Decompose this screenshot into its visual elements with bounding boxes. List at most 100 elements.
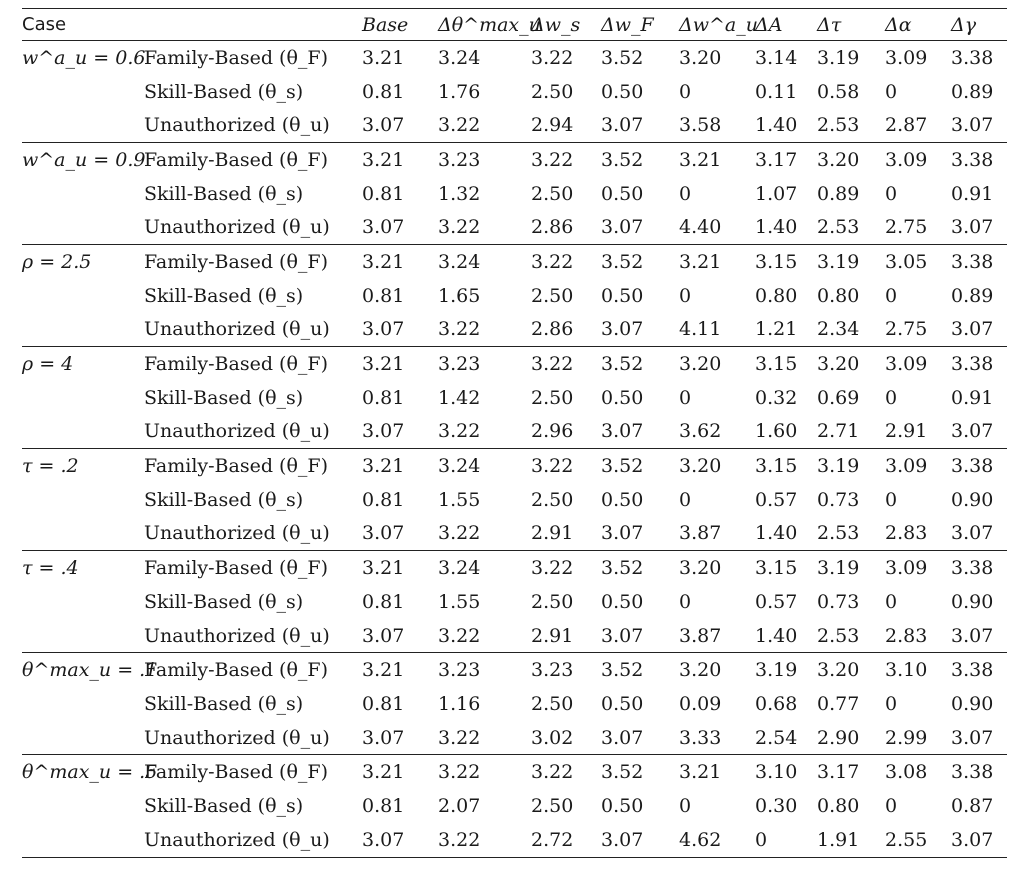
value-cell: 4.62 [679,828,722,851]
value-cell: 3.15 [755,557,798,580]
worker-type: Unauthorized (θ_u) [144,420,330,443]
table-row: θ^max_u = .1 Family-Based (θ_F) 3.21 3.23 3.… [22,653,1007,687]
value-cell: 2.71 [817,420,860,443]
value-cell: 3.22 [438,761,481,784]
value-cell: 3.22 [438,420,481,443]
table-row: Skill-Based (θ_s) 0.81 2.07 2.50 0.50 0 0.30 0.… [22,789,1007,823]
value-cell: 1.55 [438,590,481,613]
value-cell: 3.08 [885,761,928,784]
value-cell: 0.81 [362,488,405,511]
case-group: w^a_u = 0.9 Family-Based (θ_F) 3.21 3.23 3.2… [22,143,1007,245]
value-cell: 3.24 [438,46,481,69]
results-table-page: Case Base Δθ^max_u Δw_s Δw_F Δw^a_u ΔA Δτ Δα Δγ w… [22,8,1007,858]
value-cell: 0.73 [817,590,860,613]
value-cell: 0.80 [755,284,798,307]
case-label [22,279,144,313]
case-label [22,585,144,619]
value-cell: 3.52 [601,148,644,171]
worker-type: Family-Based (θ_F) [144,148,328,171]
table-row: Unauthorized (θ_u) 3.07 3.22 2.91 3.07 3.87 1.… [22,517,1007,551]
value-cell: 3.07 [362,624,405,647]
value-cell: 3.07 [601,216,644,239]
value-cell: 0 [679,590,692,613]
case-label: τ = .4 [22,557,79,580]
value-cell: 3.07 [362,114,405,137]
value-cell: 3.22 [438,624,481,647]
value-cell: 2.53 [817,114,860,137]
worker-type: Family-Based (θ_F) [144,46,328,69]
value-cell: 1.55 [438,488,481,511]
value-cell: 3.22 [531,148,574,171]
value-cell: 0 [885,794,898,817]
case-group: ρ = 2.5 Family-Based (θ_F) 3.21 3.24 3.22 3.5… [22,245,1007,347]
value-cell: 3.23 [438,353,481,376]
value-cell: 2.83 [885,522,928,545]
table-row: Unauthorized (θ_u) 3.07 3.22 2.86 3.07 4.11 1.… [22,313,1007,347]
case-label: w^a_u = 0.9 [22,148,146,171]
table-row: Skill-Based (θ_s) 0.81 1.16 2.50 0.50 0.09 0.6… [22,687,1007,721]
value-cell: 3.22 [438,726,481,749]
header-worker-type [144,9,362,41]
case-label [22,177,144,211]
table-row: θ^max_u = .5 Family-Based (θ_F) 3.21 3.22 3.… [22,755,1007,789]
value-cell: 2.53 [817,522,860,545]
value-cell: 3.20 [679,46,722,69]
worker-type: Unauthorized (θ_u) [144,318,330,341]
value-cell: 0.81 [362,590,405,613]
value-cell: 0 [885,386,898,409]
value-cell: 1.16 [438,692,481,715]
value-cell: 0.80 [817,284,860,307]
table-row: Unauthorized (θ_u) 3.07 3.22 2.72 3.07 4.62 0 1… [22,823,1007,857]
value-cell: 3.21 [362,250,405,273]
value-cell: 0 [679,284,692,307]
value-cell: 3.24 [438,557,481,580]
value-cell: 3.07 [951,420,994,443]
worker-type: Skill-Based (θ_s) [144,794,304,817]
value-cell: 0.50 [601,590,644,613]
value-cell: 2.75 [885,216,928,239]
value-cell: 0 [885,182,898,205]
value-cell: 3.21 [362,761,405,784]
value-cell: 3.20 [679,557,722,580]
table-row: Unauthorized (θ_u) 3.07 3.22 2.91 3.07 3.87 1.… [22,619,1007,653]
value-cell: 3.23 [438,659,481,682]
value-cell: 0.87 [951,794,994,817]
value-cell: 2.50 [531,80,574,103]
case-group: θ^max_u = .5 Family-Based (θ_F) 3.21 3.22 3.… [22,755,1007,857]
value-cell: 3.07 [362,318,405,341]
value-cell: 0 [885,284,898,307]
value-cell: 3.23 [531,659,574,682]
value-cell: 1.42 [438,386,481,409]
value-cell: 3.21 [362,557,405,580]
value-cell: 0.80 [817,794,860,817]
value-cell: 1.40 [755,522,798,545]
value-cell: 3.38 [951,250,994,273]
worker-type: Skill-Based (θ_s) [144,386,304,409]
value-cell: 3.20 [679,659,722,682]
header-col-10: Δγ [951,13,977,36]
value-cell: 3.07 [601,522,644,545]
value-cell: 3.23 [438,148,481,171]
value-cell: 0.89 [951,80,994,103]
worker-type: Unauthorized (θ_u) [144,828,330,851]
value-cell: 3.38 [951,557,994,580]
worker-type: Unauthorized (θ_u) [144,114,330,137]
worker-type: Family-Based (θ_F) [144,455,328,478]
table-row: ρ = 4 Family-Based (θ_F) 3.21 3.23 3.22 3.52 3… [22,347,1007,381]
value-cell: 2.94 [531,114,574,137]
value-cell: 2.54 [755,726,798,749]
value-cell: 3.07 [362,216,405,239]
value-cell: 2.50 [531,590,574,613]
case-label: ρ = 2.5 [22,250,92,273]
table-row: w^a_u = 0.9 Family-Based (θ_F) 3.21 3.23 3.2… [22,143,1007,177]
case-label [22,483,144,517]
value-cell: 3.07 [951,726,994,749]
value-cell: 3.02 [531,726,574,749]
value-cell: 3.62 [679,420,722,443]
value-cell: 0.73 [817,488,860,511]
value-cell: 3.20 [679,455,722,478]
case-label [22,108,144,142]
worker-type: Family-Based (θ_F) [144,353,328,376]
value-cell: 3.22 [531,46,574,69]
value-cell: 3.09 [885,353,928,376]
